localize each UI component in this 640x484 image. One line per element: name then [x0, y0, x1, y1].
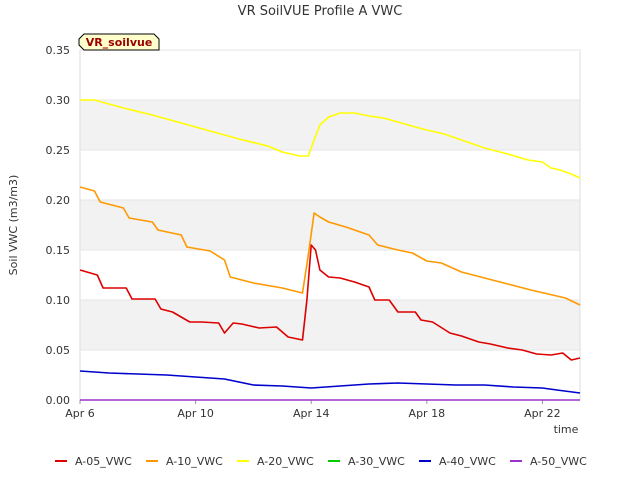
- legend-label: A-40_VWC: [439, 455, 496, 468]
- grid-band: [80, 200, 580, 250]
- x-tick-label: Apr 18: [409, 407, 446, 420]
- grid-bands: [80, 100, 580, 350]
- legend-label: A-30_VWC: [348, 455, 405, 468]
- y-tick-label: 0.05: [46, 344, 71, 357]
- legend-label: A-05_VWC: [75, 455, 132, 468]
- series-line-a-10-vwc: [79, 186, 581, 306]
- x-tick-label: Apr 22: [524, 407, 561, 420]
- y-tick-label: 0.20: [46, 194, 71, 207]
- series-line-a-05-vwc: [79, 244, 581, 361]
- x-tick-label: Apr 6: [65, 407, 95, 420]
- legend-label: A-50_VWC: [530, 455, 587, 468]
- x-axis-label: time: [554, 423, 579, 436]
- legend: A-05_VWC A-10_VWC A-20_VWC A-30_VWC A-40_VWC…: [55, 455, 587, 468]
- station-badge: VR_soilvue: [78, 33, 160, 51]
- y-tick-label: 0.25: [46, 144, 71, 157]
- station-badge-box: [78, 33, 160, 51]
- chart-title: VR SoilVUE Profile A VWC: [238, 4, 403, 19]
- station-badge-text: VR_soilvue: [86, 36, 153, 49]
- legend-label: A-20_VWC: [257, 455, 314, 468]
- grid-band: [80, 300, 580, 350]
- y-tick-label: 0.30: [46, 94, 71, 107]
- legend-label: A-10_VWC: [166, 455, 223, 468]
- y-axis-label: Soil VWC (m3/m3): [7, 175, 20, 276]
- y-tick-label: 0.10: [46, 294, 71, 307]
- x-tick-label: Apr 14: [293, 407, 330, 420]
- y-tick-label: 0.35: [46, 44, 71, 57]
- series-lines: [79, 99, 581, 401]
- y-tick-label: 0.15: [46, 244, 71, 257]
- x-tick-label: Apr 10: [177, 407, 214, 420]
- y-tick-label: 0.00: [46, 394, 71, 407]
- series-line-a-20-vwc: [80, 99, 581, 179]
- grid-band: [80, 100, 580, 150]
- series-line-a-40-vwc: [79, 370, 581, 394]
- x-axis: Apr 6 Apr 10 Apr 14 Apr 18 Apr 22: [65, 400, 561, 420]
